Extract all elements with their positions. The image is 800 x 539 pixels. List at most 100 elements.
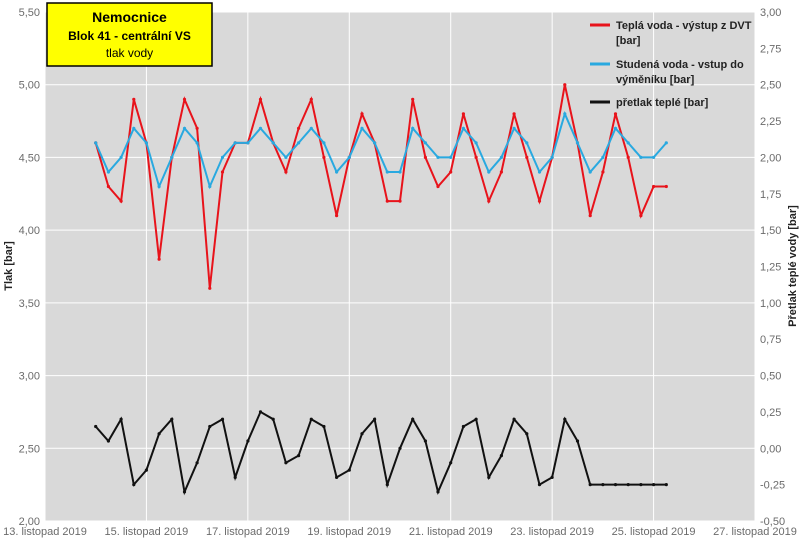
data-point	[284, 170, 288, 174]
data-point	[588, 483, 592, 487]
data-point	[385, 170, 389, 174]
series-layer	[94, 83, 668, 496]
legend-label-overpressure: přetlak teplé [bar]	[616, 97, 709, 109]
data-point	[106, 439, 110, 443]
data-point	[639, 214, 643, 218]
data-point	[360, 432, 364, 436]
data-point	[271, 417, 275, 421]
data-point	[550, 475, 554, 479]
x-tick-label: 15. listopad 2019	[105, 526, 189, 538]
data-point	[385, 199, 389, 203]
right-tick-label: 0,25	[760, 407, 781, 419]
data-point	[525, 141, 529, 145]
data-point	[182, 490, 187, 494]
series-line-1	[94, 110, 668, 190]
data-point	[258, 410, 263, 414]
data-point	[652, 184, 656, 189]
x-tick-label: 21. listopad 2019	[409, 526, 493, 538]
data-point	[347, 468, 351, 472]
data-point	[373, 141, 377, 145]
gridlines	[44, 11, 756, 522]
right-tick-label: 2,25	[760, 116, 781, 128]
data-point	[220, 170, 225, 174]
data-point	[664, 483, 668, 487]
plot-area	[45, 12, 755, 521]
data-point	[94, 141, 98, 145]
data-point	[335, 475, 339, 479]
legend-label-hot-water-2: [bar]	[616, 35, 641, 47]
data-point	[284, 155, 288, 159]
data-point	[271, 141, 275, 145]
data-point	[575, 439, 580, 443]
data-point	[537, 199, 542, 203]
data-point	[385, 483, 389, 487]
data-point	[195, 126, 199, 130]
x-tick-label: 25. listopad 2019	[612, 526, 696, 538]
data-point	[626, 155, 630, 159]
data-point	[297, 454, 301, 458]
x-tick-label: 27. listopad 2019	[713, 526, 797, 538]
title-box-background	[46, 2, 213, 67]
data-point	[309, 126, 313, 130]
data-point	[588, 170, 592, 174]
data-point	[563, 112, 567, 116]
right-tick-label: 1,75	[760, 189, 781, 201]
data-point	[423, 439, 427, 443]
x-axis-ticks: 13. listopad 2019 15. listopad 2019 17. li…	[3, 526, 797, 538]
right-tick-label: 1,25	[760, 262, 781, 274]
right-tick-label: 2,75	[760, 43, 781, 55]
data-point	[613, 126, 618, 130]
data-point	[170, 155, 174, 159]
left-tick-label: 3,50	[19, 298, 40, 310]
data-point	[398, 170, 402, 174]
data-point	[411, 97, 415, 101]
data-point	[170, 417, 174, 421]
data-point	[208, 184, 212, 189]
series-line-2	[94, 410, 667, 496]
data-point	[182, 97, 187, 101]
x-tick-label: 17. listopad 2019	[206, 526, 290, 538]
chart-subtitle: Blok 41 - centrální VS	[68, 29, 191, 43]
data-point	[347, 155, 351, 159]
data-point	[436, 155, 440, 159]
left-tick-label: 3,00	[19, 371, 40, 383]
legend: Teplá voda - výstup z DVT [bar] Studená …	[590, 20, 752, 109]
data-point	[360, 126, 364, 130]
data-point	[373, 417, 377, 421]
legend-label-hot-water-1: Teplá voda - výstup z DVT	[616, 20, 752, 32]
data-point	[537, 483, 542, 487]
right-tick-label: 1,00	[760, 298, 781, 310]
data-point	[639, 155, 643, 159]
right-axis-ticks: -0,50 -0,25 0,00 0,25 0,50 0,75 1,00 1,25 1,50 1,…	[760, 7, 785, 528]
data-point	[601, 483, 605, 487]
data-point	[132, 483, 136, 487]
data-point	[119, 155, 123, 159]
left-axis-ticks: 2,00 2,50 3,00 3,50 4,00 4,50 5,00 5,50	[19, 7, 40, 528]
left-tick-label: 5,00	[19, 80, 40, 92]
data-point	[233, 475, 237, 479]
data-point	[550, 155, 554, 159]
x-tick-label: 23. listopad 2019	[510, 526, 594, 538]
right-tick-label: 0,75	[760, 334, 781, 346]
data-point	[487, 170, 491, 174]
data-point	[436, 184, 440, 189]
data-point	[297, 126, 301, 130]
data-point	[322, 155, 326, 159]
data-point	[626, 141, 630, 145]
data-point	[297, 141, 301, 145]
data-point	[132, 97, 136, 101]
data-point	[613, 483, 618, 487]
data-point	[322, 141, 326, 145]
data-point	[563, 83, 567, 87]
data-point	[106, 170, 110, 174]
data-point	[119, 417, 123, 421]
data-point	[639, 483, 643, 487]
data-point	[182, 126, 187, 130]
data-point	[664, 184, 668, 189]
data-point	[309, 97, 313, 101]
left-tick-label: 2,50	[19, 443, 40, 455]
data-point	[195, 141, 199, 145]
left-tick-label: 5,50	[19, 7, 40, 19]
data-point	[233, 141, 237, 145]
